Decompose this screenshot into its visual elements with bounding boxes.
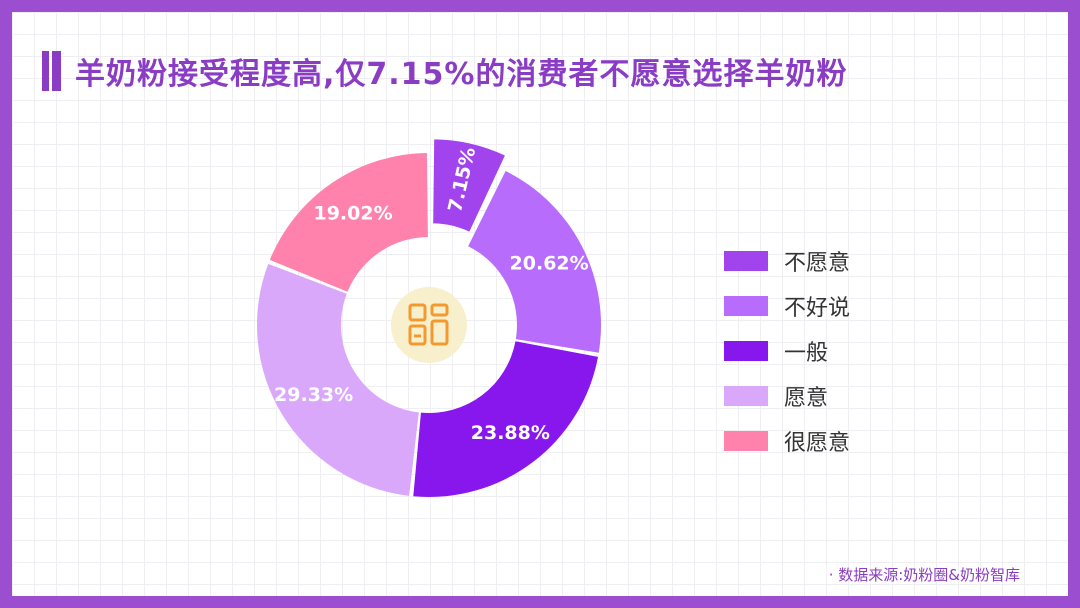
legend-label: 愿意 bbox=[784, 385, 829, 411]
donut-slice bbox=[468, 170, 601, 353]
donut-slice bbox=[433, 139, 505, 232]
chart-title: 羊奶粉接受程度高,仅7.15%的消费者不愿意选择羊奶粉 bbox=[75, 57, 848, 92]
center-icon bbox=[391, 287, 467, 363]
legend-item: 很愿意 bbox=[724, 418, 850, 463]
center-icon-bg bbox=[391, 287, 467, 363]
legend-swatch bbox=[724, 385, 768, 406]
slice-label: 20.62% bbox=[510, 252, 589, 274]
legend-swatch bbox=[724, 430, 768, 451]
legend-swatch bbox=[724, 295, 768, 316]
grid-icon bbox=[408, 303, 449, 346]
donut-slice bbox=[413, 341, 599, 497]
legend-item: 不愿意 bbox=[724, 238, 850, 283]
chart-legend: 不愿意不好说一般愿意很愿意 bbox=[724, 238, 850, 463]
donut-slices bbox=[257, 139, 601, 497]
title-accent-bar bbox=[52, 51, 61, 91]
title-accent-bars bbox=[42, 51, 61, 91]
legend-swatch bbox=[724, 340, 768, 361]
slice-label: 23.88% bbox=[471, 422, 550, 444]
legend-label: 不好说 bbox=[784, 295, 851, 321]
legend-item: 不好说 bbox=[724, 283, 850, 328]
donut-slice bbox=[269, 153, 428, 292]
legend-item: 一般 bbox=[724, 328, 850, 373]
title-accent-bar bbox=[42, 51, 49, 91]
donut-labels: 7.15%20.62%23.88%29.33%19.02% bbox=[274, 145, 589, 444]
donut-slice bbox=[257, 263, 419, 496]
legend-label: 很愿意 bbox=[784, 430, 851, 456]
title-bar: 羊奶粉接受程度高,仅7.15%的消费者不愿意选择羊奶粉 bbox=[42, 46, 847, 96]
legend-label: 不愿意 bbox=[784, 250, 851, 276]
legend-item: 愿意 bbox=[724, 373, 850, 418]
slice-label: 19.02% bbox=[313, 202, 392, 224]
slice-label: 29.33% bbox=[274, 384, 353, 406]
legend-label: 一般 bbox=[784, 340, 829, 366]
donut-chart: 7.15%20.62%23.88%29.33%19.02% bbox=[257, 139, 601, 497]
source-note: · 数据来源:奶粉圈&奶粉智库 bbox=[828, 566, 1020, 584]
legend-swatch bbox=[724, 250, 768, 271]
